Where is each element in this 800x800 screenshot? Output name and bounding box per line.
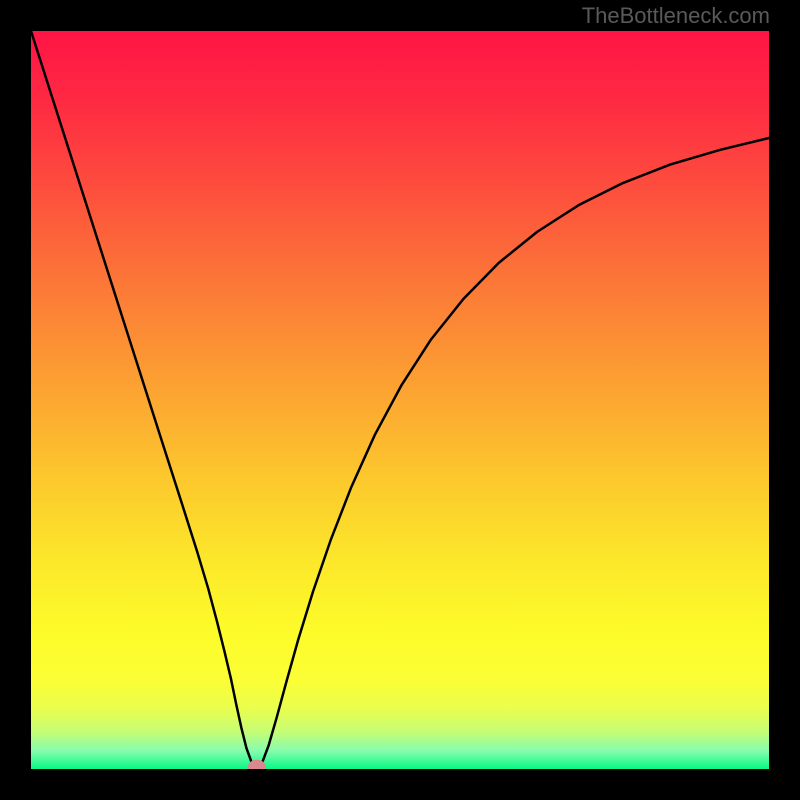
- watermark-text: TheBottleneck.com: [582, 3, 770, 29]
- bottleneck-curve: [31, 31, 769, 769]
- plot-svg: [0, 0, 800, 800]
- frame-left: [0, 0, 31, 800]
- frame-right: [769, 0, 800, 800]
- frame-bottom: [0, 769, 800, 800]
